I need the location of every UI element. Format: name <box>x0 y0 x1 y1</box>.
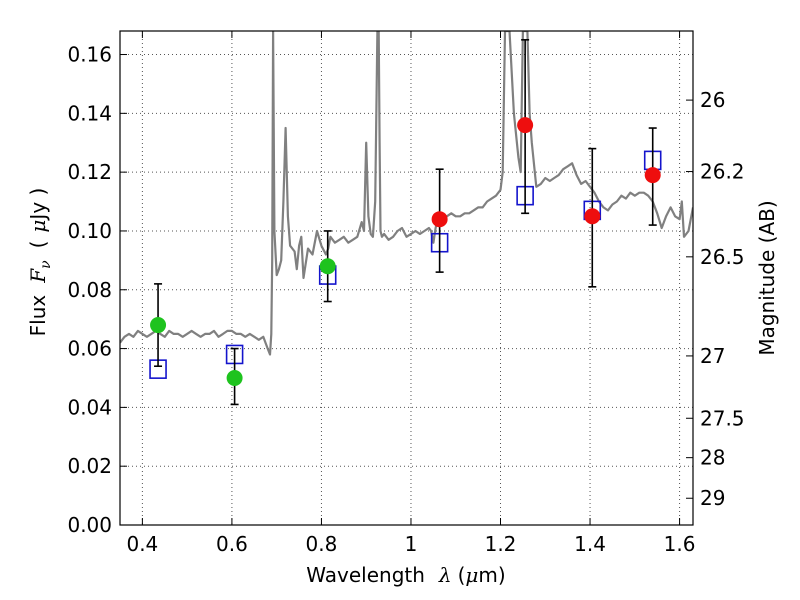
x-tick-label: 1.2 <box>485 532 517 556</box>
observed-point-green <box>226 369 243 386</box>
x-axis-lambda: λ <box>438 563 452 587</box>
observed-point-green <box>319 258 336 275</box>
y-axis-unit: Jy ) <box>26 188 50 222</box>
y-tick-label: 0.00 <box>67 513 112 537</box>
observed-point-red <box>644 167 661 184</box>
grid <box>120 31 693 526</box>
x-tick-label: 0.8 <box>306 532 338 556</box>
x-axis-mu: μ <box>465 563 478 587</box>
y-tick-label: 0.14 <box>67 101 112 125</box>
y2-tick-label: 26.2 <box>700 160 745 184</box>
observed-point-red <box>431 211 448 228</box>
plot-area <box>120 31 693 406</box>
x-tick-label: 0.6 <box>216 532 248 556</box>
x-tick-label: 1.6 <box>664 532 696 556</box>
observed-point-red <box>584 208 601 225</box>
axis-ticks: 0.4 0.6 0.8 1 1.2 1.4 1.6 0.00 0.02 0.04 0.06 0.08 0… <box>67 31 745 556</box>
y2-tick-label: 28 <box>700 446 725 470</box>
y-axis-paren: ( <box>26 241 50 249</box>
y-axis-label: Flux Fν ( μJy ) <box>26 188 54 337</box>
y2-axis-label: Magnitude (AB) <box>755 200 779 355</box>
x-axis-paren: ( <box>458 563 466 587</box>
observed-point-red <box>517 117 534 134</box>
x-axis-unit: m) <box>478 563 505 587</box>
y-tick-label: 0.04 <box>67 395 112 419</box>
x-axis-label-text: Wavelength <box>306 563 425 587</box>
model-spectrum-line <box>120 31 693 356</box>
y-tick-label: 0.02 <box>67 454 112 478</box>
y2-tick-label: 27.5 <box>700 406 745 430</box>
x-axis-label: Wavelength λ (μm) <box>306 563 505 587</box>
y2-tick-label: 26 <box>700 88 725 112</box>
y2-tick-label: 27 <box>700 344 725 368</box>
y2-tick-label: 29 <box>700 486 725 510</box>
x-tick-label: 1 <box>405 532 418 556</box>
y-axis-F: F <box>26 268 50 284</box>
y-tick-label: 0.10 <box>67 219 112 243</box>
y-axis-mu: μ <box>26 220 50 233</box>
plot-frame <box>119 30 694 526</box>
x-tick-label: 1.4 <box>574 532 606 556</box>
y-axis-nu: ν <box>38 260 54 269</box>
y-tick-label: 0.12 <box>67 160 112 184</box>
observed-point-green <box>150 317 167 334</box>
x-tick-label: 0.4 <box>126 532 158 556</box>
y-tick-label: 0.16 <box>67 43 112 67</box>
y2-tick-label: 26.5 <box>700 245 745 269</box>
y-axis-label-text: Flux <box>26 295 50 337</box>
y-tick-label: 0.06 <box>67 337 112 361</box>
y-tick-label: 0.08 <box>67 278 112 302</box>
